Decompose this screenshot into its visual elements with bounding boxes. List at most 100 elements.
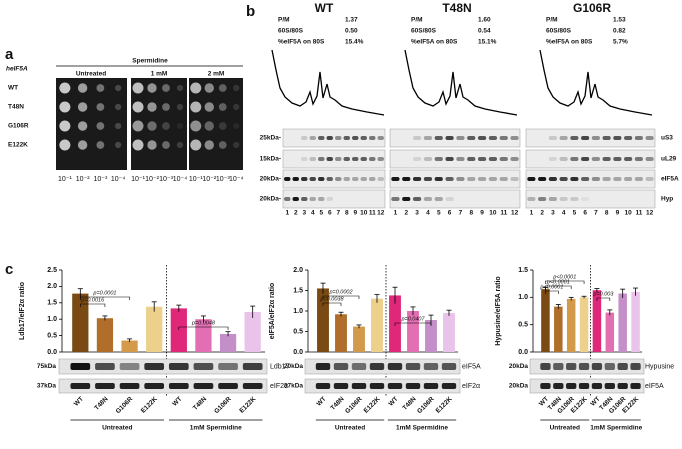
fraction-number: 3 — [302, 210, 306, 217]
blot-band — [559, 136, 568, 140]
dilution-label: 10⁻¹ — [189, 176, 203, 183]
fraction-number: 2 — [404, 210, 408, 217]
protein-label: Hypusine — [645, 363, 674, 370]
colony-spot — [115, 103, 122, 111]
fraction-number: 9 — [353, 210, 357, 217]
colony-spot — [132, 139, 144, 151]
blot-band — [553, 383, 564, 389]
blot-band — [351, 363, 367, 370]
condition-label: 2 mM — [208, 71, 225, 78]
blot-band — [624, 157, 633, 161]
blot-band — [168, 383, 189, 389]
colony-spot — [77, 140, 88, 150]
blot-band — [333, 363, 349, 370]
blot-band — [570, 197, 579, 201]
profile-value: 1.60 — [478, 17, 491, 24]
blot-band — [315, 363, 331, 370]
fraction-number: 10 — [489, 210, 497, 217]
profile-key: %eIF5A on 80S — [411, 39, 458, 46]
blot-band — [434, 136, 443, 140]
protein-label: eIF5A — [661, 176, 679, 183]
fraction-number: 9 — [616, 210, 620, 217]
colony-spot — [190, 82, 202, 94]
y-tick-label: 2.5 — [47, 267, 57, 274]
fraction-number: 6 — [328, 210, 332, 217]
protein-label: uL29 — [661, 156, 677, 163]
blot-band — [70, 363, 91, 370]
blot-band — [193, 383, 214, 389]
significance-bracket — [545, 285, 572, 289]
blot-band — [499, 136, 508, 140]
profile-value: 0.82 — [613, 28, 626, 35]
blot-band — [477, 136, 487, 140]
blot-band — [604, 383, 615, 389]
significance-bracket — [178, 326, 229, 330]
blot-band — [343, 177, 350, 181]
x-tick-label: G106R — [115, 395, 135, 415]
blot-band — [335, 136, 342, 140]
fraction-number: 4 — [562, 210, 566, 217]
colony-spot — [147, 102, 157, 112]
fraction-number: 3 — [415, 210, 419, 217]
significance-bracket — [80, 303, 106, 307]
blot-band — [412, 177, 422, 181]
protein-label: eIF2α — [462, 383, 480, 390]
colony-spot — [204, 140, 214, 150]
blot-band — [318, 197, 325, 201]
fraction-number: 12 — [377, 210, 385, 217]
blot-band — [602, 177, 611, 181]
panel-label: b — [246, 3, 255, 20]
blot-band — [581, 177, 590, 181]
bar — [146, 306, 163, 352]
blot-band — [553, 363, 564, 370]
blot-band — [377, 136, 384, 140]
blot-band — [538, 177, 547, 181]
fraction-number: 11 — [500, 210, 507, 217]
x-tick-label: E122K — [238, 395, 257, 414]
blot-band — [242, 383, 263, 389]
blot-band — [645, 177, 654, 181]
blot-band — [613, 157, 622, 161]
colony-spot — [176, 103, 184, 111]
blot-band — [369, 136, 376, 140]
blot-band — [377, 177, 384, 181]
bar — [317, 288, 329, 352]
x-tick-label: WT — [316, 396, 328, 408]
fraction-number: 2 — [540, 210, 544, 217]
y-tick-label: 0.5 — [47, 332, 57, 339]
protein-label: Hyp — [661, 196, 673, 203]
colony-spot — [59, 120, 71, 132]
blot-band — [559, 197, 568, 201]
blot-strip — [282, 169, 386, 189]
profile-value: 1.53 — [613, 17, 626, 24]
blot-band — [391, 177, 400, 181]
x-tick-label: E122K — [140, 395, 159, 414]
blot-band — [445, 177, 454, 181]
x-tick-label: T48N — [401, 395, 417, 411]
dilution-label: 10⁻² — [202, 176, 216, 183]
x-tick-label: G106R — [344, 395, 364, 415]
group-label: Untreated — [102, 425, 132, 432]
colony-spot — [233, 122, 240, 130]
blot-band — [630, 383, 641, 389]
absorbance-profile — [271, 49, 385, 116]
profile-value: 0.50 — [345, 28, 358, 35]
blot-band — [591, 363, 603, 370]
treatment-label: Spermidine — [132, 58, 168, 65]
blot-band — [591, 157, 600, 161]
fraction-number: 5 — [319, 210, 323, 217]
blot-band — [445, 157, 454, 161]
p-value: p=0.0038 — [319, 296, 344, 302]
blot-strip — [525, 169, 656, 189]
y-tick-label: 1.5 — [518, 267, 528, 274]
fraction-number: 4 — [426, 210, 430, 217]
blot-band — [540, 383, 551, 389]
significance-bracket — [596, 297, 611, 301]
fraction-number: 11 — [369, 210, 376, 217]
blot-band — [570, 157, 579, 161]
blot-band — [402, 177, 411, 181]
dilution-label: 10⁻² — [145, 176, 159, 183]
colony-spot — [176, 141, 184, 149]
y-tick-label: 0.0 — [293, 349, 303, 356]
blot-band — [168, 363, 189, 370]
